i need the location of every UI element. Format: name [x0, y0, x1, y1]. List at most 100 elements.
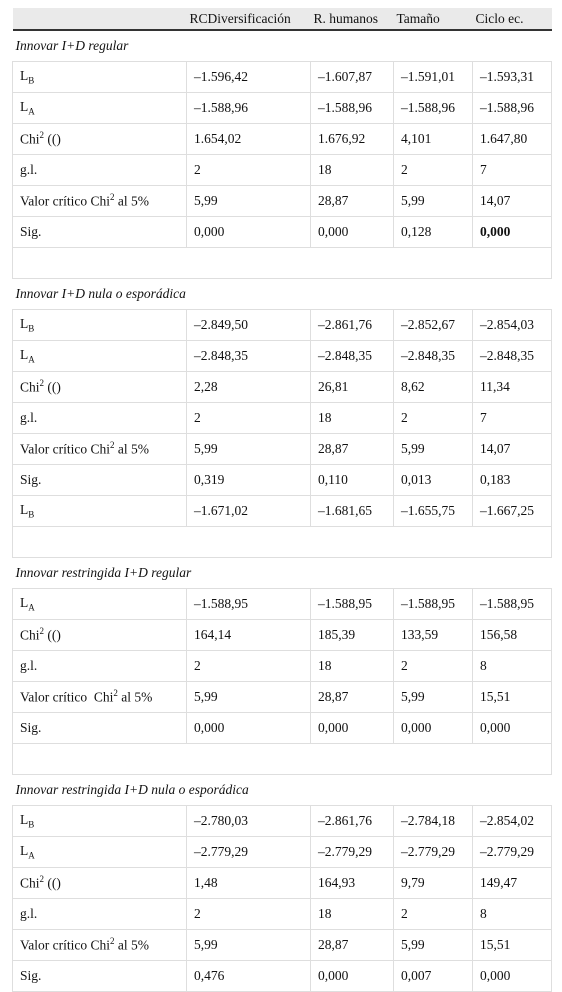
cell-value: 0,000 [480, 968, 511, 983]
cell-value: 0,000 [194, 224, 225, 239]
spacer-row [12, 526, 552, 558]
value-cell: 5,99 [186, 681, 311, 713]
value-cell: 5,99 [393, 681, 473, 713]
cell-value: –2.779,29 [318, 844, 372, 859]
row-label: Chi2 (() [12, 619, 187, 651]
cell-value: –1.588,95 [480, 596, 534, 611]
data-row: Sig. 0,000 0,000 0,128 0,000 [12, 216, 552, 248]
cell-value: –2.779,29 [401, 844, 455, 859]
section-title: Innovar I+D regular [12, 29, 552, 62]
cell-value: –2.784,18 [401, 813, 455, 828]
value-cell: 1.647,80 [472, 123, 552, 155]
data-row: Chi2 (() 164,14 185,39 133,59 156,58 [12, 619, 552, 651]
value-cell: –2.861,76 [310, 309, 394, 341]
value-cell: 0,110 [310, 464, 394, 496]
row-label: LA [12, 92, 187, 124]
value-cell: –2.784,18 [393, 805, 473, 837]
cell-value: –1.588,96 [194, 100, 248, 115]
label-text: L [20, 99, 29, 115]
row-label: LB [12, 309, 187, 341]
cell-value: 0,000 [480, 224, 511, 239]
section-title: Innovar restringida I+D regular [12, 557, 552, 589]
value-cell: 8,62 [393, 371, 473, 403]
label-superscript: 2 [109, 440, 115, 451]
cell-value: 156,58 [480, 627, 518, 642]
label-text: g.l. [20, 410, 38, 425]
value-cell: –2.849,50 [186, 309, 311, 341]
data-row: Chi2 (() 1,48 164,93 9,79 149,47 [12, 867, 552, 899]
header-cell: Tamaño [393, 8, 473, 31]
cell-value: 5,99 [194, 689, 218, 704]
spacer-row [12, 743, 552, 775]
cell-value: –1.588,96 [480, 100, 534, 115]
cell-value: 1.676,92 [318, 131, 366, 146]
data-row: LB –2.780,03 –2.861,76 –2.784,18 –2.854,02 [12, 805, 552, 837]
data-row: Chi2 (() 2,28 26,81 8,62 11,34 [12, 371, 552, 403]
value-cell: –2.848,35 [393, 340, 473, 372]
cell-value: –1.655,75 [401, 503, 455, 518]
value-cell: 0,000 [310, 712, 394, 744]
cell-value: 0,013 [401, 472, 432, 487]
cell-value: 18 [318, 906, 332, 921]
value-cell: 2 [186, 898, 311, 930]
value-cell: 5,99 [186, 433, 311, 465]
row-label: LB [12, 805, 187, 837]
section-row: Innovar restringida I+D regular [12, 557, 552, 589]
label-text: al 5% [114, 441, 149, 457]
label-text: Sig. [20, 720, 42, 735]
value-cell: 0,476 [186, 960, 311, 992]
row-label: g.l. [12, 898, 187, 930]
value-cell: 28,87 [310, 929, 394, 961]
value-cell: 2 [393, 898, 473, 930]
cell-value: 14,07 [480, 193, 511, 208]
cell-value: 8 [480, 658, 487, 673]
value-cell: –2.861,76 [310, 805, 394, 837]
cell-value: 15,51 [480, 689, 511, 704]
cell-value: 5,99 [401, 937, 425, 952]
value-cell: 164,93 [310, 867, 394, 899]
cell-value: –2.849,50 [194, 317, 248, 332]
page: RCDiversificación R. humanos Tamaño Ciclo e… [12, 8, 552, 992]
cell-value: –1.588,96 [318, 100, 372, 115]
label-text: Chi [20, 875, 40, 891]
data-row: Valor crítico Chi2 al 5% 5,99 28,87 5,99 14,… [12, 433, 552, 465]
cell-value: –2.780,03 [194, 813, 248, 828]
cell-value: 133,59 [401, 627, 439, 642]
value-cell: 0,007 [393, 960, 473, 992]
row-label: Valor crítico Chi2 al 5% [12, 681, 187, 713]
label-text: L [20, 316, 29, 332]
data-row: LB –1.671,02 –1.681,65 –1.655,75 –1.667,25 [12, 495, 552, 527]
value-cell: 156,58 [472, 619, 552, 651]
value-cell: 2 [393, 402, 473, 434]
value-cell: 133,59 [393, 619, 473, 651]
cell-value: 2 [194, 162, 201, 177]
cell-value: 0,000 [480, 720, 511, 735]
cell-value: 2 [401, 658, 408, 673]
data-row: LA –2.779,29 –2.779,29 –2.779,29 –2.779,29 [12, 836, 552, 868]
label-text: Sig. [20, 968, 42, 983]
cell-value: –2.854,03 [480, 317, 534, 332]
value-cell: 1.654,02 [186, 123, 311, 155]
header-cell: RCDiversificación [186, 8, 311, 31]
row-label: Valor crítico Chi2 al 5% [12, 185, 187, 217]
cell-value: 28,87 [318, 441, 349, 456]
row-label: Chi2 (() [12, 371, 187, 403]
value-cell: 15,51 [472, 681, 552, 713]
label-superscript: 2 [39, 626, 45, 637]
header-cell [12, 8, 187, 31]
label-text: L [20, 68, 29, 84]
value-cell: 11,34 [472, 371, 552, 403]
cell-value: 14,07 [480, 441, 511, 456]
spacer-row [12, 247, 552, 279]
value-cell: 0,000 [393, 712, 473, 744]
value-cell: –1.655,75 [393, 495, 473, 527]
value-cell: 9,79 [393, 867, 473, 899]
cell-value: –2.861,76 [318, 317, 372, 332]
label-subscript: B [28, 323, 35, 334]
cell-value: 2 [401, 162, 408, 177]
label-text: Valor crítico Chi [20, 441, 110, 457]
value-cell: 0,000 [472, 712, 552, 744]
value-cell: 5,99 [393, 433, 473, 465]
cell-value: 5,99 [401, 193, 425, 208]
value-cell: 2 [393, 650, 473, 682]
